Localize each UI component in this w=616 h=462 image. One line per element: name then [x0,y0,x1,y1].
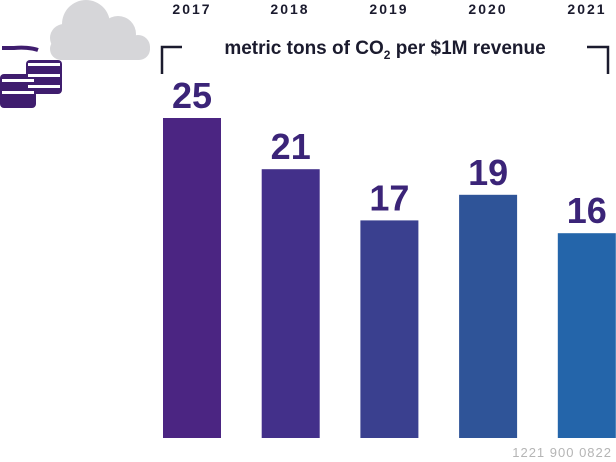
bar-2018 [261,169,320,438]
bar-series [163,118,616,438]
year-label-2020: 2020 [468,1,507,17]
cloud-icon [50,0,150,60]
value-label-2019: 17 [369,177,409,218]
year-axis: 2017 2018 2019 2020 2021 [172,1,606,17]
unit-label: metric tons of CO2 per $1M revenue [224,38,545,62]
value-label-2021: 16 [567,190,607,231]
value-label-2017: 25 [172,75,212,116]
bar-2021 [557,233,616,438]
value-label-2018: 21 [271,126,311,167]
document-code: 1221 900 0822 [512,445,612,460]
year-label-2017: 2017 [172,1,211,17]
value-labels: 25 21 17 19 16 [172,75,607,231]
bar-2020 [459,194,518,438]
year-label-2019: 2019 [369,1,408,17]
header-bracket [160,45,610,74]
bar-2019 [360,220,419,438]
year-label-2018: 2018 [270,1,309,17]
value-label-2020: 19 [468,152,508,193]
bar-2017 [163,118,221,438]
year-label-2021: 2021 [567,1,606,17]
coin-stack-icon [0,45,62,108]
